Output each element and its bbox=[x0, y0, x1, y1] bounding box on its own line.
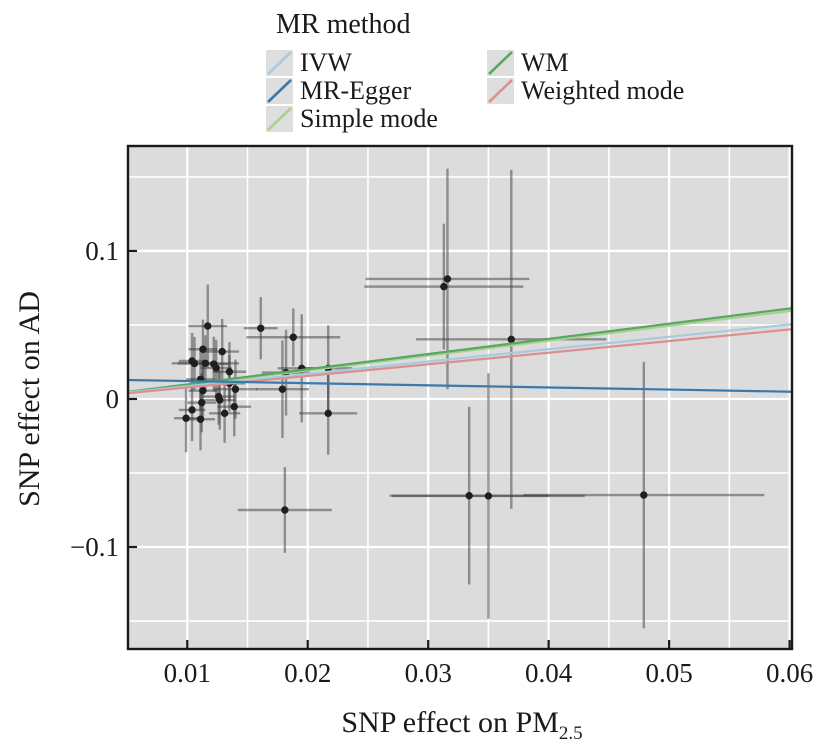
legend-label-ivw: IVW bbox=[300, 48, 352, 77]
ivw-line-icon bbox=[267, 51, 292, 75]
legend-label-mr-egger: MR-Egger bbox=[300, 76, 412, 105]
data-point bbox=[198, 398, 206, 407]
data-point bbox=[199, 345, 207, 353]
legend-item-simple-mode: Simple mode bbox=[266, 105, 438, 133]
data-points bbox=[182, 275, 648, 514]
x-tick-label: 0.05 bbox=[646, 658, 693, 688]
y-axis-label: SNP effect on AD bbox=[13, 291, 46, 507]
data-point bbox=[190, 359, 199, 368]
legend-item-wm: WM bbox=[487, 49, 684, 77]
data-point bbox=[324, 409, 332, 418]
y-tick-label: 0 bbox=[106, 384, 120, 414]
x-axis-label-main: SNP effect on PM bbox=[341, 706, 559, 739]
data-point bbox=[182, 414, 190, 422]
data-point bbox=[507, 335, 516, 344]
legend-key-wm bbox=[487, 50, 514, 76]
legend-label-wm: WM bbox=[521, 48, 569, 77]
data-point bbox=[289, 333, 297, 341]
x-tick-label: 0.06 bbox=[766, 658, 813, 688]
legend-key-weighted-mode bbox=[487, 78, 514, 104]
data-point bbox=[640, 491, 648, 499]
x-tick-label: 0.04 bbox=[525, 658, 573, 688]
data-point bbox=[188, 406, 196, 414]
legend-key-mr-egger bbox=[266, 78, 293, 104]
regression-line-wm bbox=[128, 307, 792, 393]
data-point bbox=[220, 409, 229, 418]
data-point bbox=[212, 364, 220, 372]
regression-lines bbox=[128, 307, 792, 395]
data-point bbox=[196, 415, 205, 423]
data-point bbox=[231, 385, 240, 393]
mr-egger-line-icon bbox=[267, 79, 292, 103]
data-point bbox=[225, 368, 234, 376]
legend-label-simple-mode: Simple mode bbox=[300, 104, 438, 133]
x-axis-label: SNP effect on PM2.5 bbox=[341, 706, 582, 743]
legend-key-simple-mode bbox=[266, 106, 293, 132]
data-point bbox=[204, 322, 212, 330]
data-point bbox=[218, 347, 226, 356]
data-point bbox=[257, 324, 265, 332]
data-point bbox=[278, 385, 287, 393]
data-point bbox=[281, 506, 289, 514]
legend-item-mr-egger: MR-Egger bbox=[266, 77, 438, 105]
data-point bbox=[216, 396, 224, 404]
panel-border bbox=[126, 144, 794, 651]
axis-ticks bbox=[128, 249, 791, 649]
simple-mode-line-icon bbox=[267, 107, 292, 131]
data-point bbox=[484, 492, 493, 500]
data-point bbox=[440, 282, 448, 291]
gridlines bbox=[128, 146, 792, 649]
x-tick-label: 0.01 bbox=[164, 658, 211, 688]
legend-item-ivw: IVW bbox=[266, 49, 438, 77]
regression-line-mr-egger bbox=[128, 378, 792, 393]
legend-column-left: IVW MR-Egger Simple mode bbox=[266, 49, 438, 133]
data-point bbox=[465, 491, 473, 500]
data-point bbox=[443, 275, 452, 283]
x-axis-label-subscript: 2.5 bbox=[558, 723, 583, 744]
data-point bbox=[230, 402, 238, 411]
y-tick-label: −0.1 bbox=[70, 532, 119, 562]
weighted-mode-line-icon bbox=[488, 79, 513, 103]
wm-line-icon bbox=[488, 51, 513, 75]
x-tick-label: 0.03 bbox=[405, 658, 452, 688]
legend-column-right: WM Weighted mode bbox=[487, 49, 684, 105]
x-tick-label: 0.02 bbox=[284, 658, 331, 688]
legend-key-ivw bbox=[266, 50, 293, 76]
legend-label-weighted-mode: Weighted mode bbox=[521, 76, 685, 105]
data-point bbox=[201, 359, 210, 368]
y-tick-label: 0.1 bbox=[85, 236, 119, 266]
legend-item-weighted-mode: Weighted mode bbox=[487, 77, 684, 105]
legend-title: MR method bbox=[276, 9, 411, 40]
plot-panel bbox=[128, 146, 792, 649]
data-point bbox=[199, 386, 207, 395]
